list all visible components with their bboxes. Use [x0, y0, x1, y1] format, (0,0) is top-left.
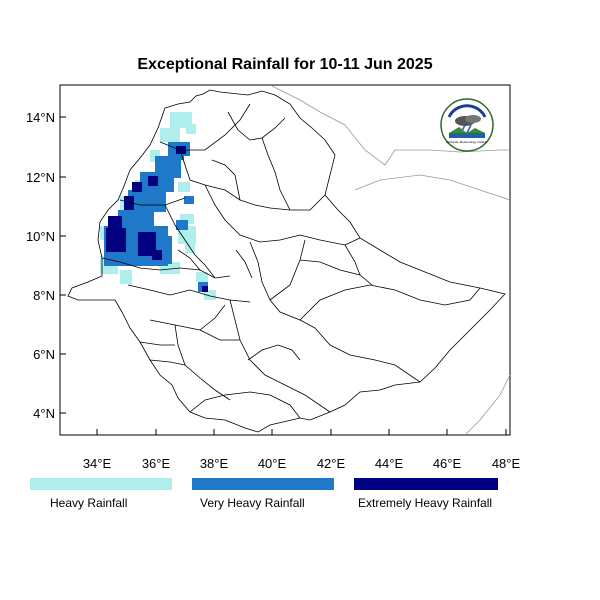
x-tick-label: 36°E — [142, 456, 171, 471]
legend-label-heavy: Heavy Rainfall — [50, 496, 128, 510]
x-tick-label: 38°E — [200, 456, 229, 471]
x-tick-label: 48°E — [492, 456, 521, 471]
x-tick-label: 34°E — [83, 456, 112, 471]
legend-swatch-extremely-heavy — [354, 478, 498, 490]
x-tick-label: 42°E — [317, 456, 346, 471]
legend-swatch-heavy — [30, 478, 172, 490]
neighbor-boundaries — [271, 85, 511, 436]
axis-ticks — [60, 116, 507, 435]
rainfall-overlay — [100, 112, 216, 300]
x-tick-label: 40°E — [258, 456, 287, 471]
legend-label-very-heavy: Very Heavy Rainfall — [200, 496, 305, 510]
country-boundaries — [67, 89, 506, 433]
x-tick-label: 46°E — [433, 456, 462, 471]
legend-swatch-very-heavy — [192, 478, 334, 490]
institute-logo: Ethiopian Meteorology Institute — [440, 98, 494, 152]
logo-text: Ethiopian Meteorology Institute — [446, 140, 488, 144]
y-tick-label: 8°N — [33, 288, 55, 303]
extremely-heavy-rainfall-cells — [106, 146, 208, 292]
x-axis-labels: 34°E 36°E 38°E 40°E 42°E 44°E 46°E 48°E — [83, 456, 521, 471]
y-axis-labels: 14°N 12°N 10°N 8°N 6°N 4°N — [26, 110, 55, 421]
legend-label-extremely-heavy: Extremely Heavy Rainfall — [358, 496, 493, 510]
map-title: Exceptional Rainfall for 10-11 Jun 2025 — [137, 56, 433, 73]
y-tick-label: 12°N — [26, 170, 55, 185]
map-frame — [59, 84, 511, 436]
y-tick-label: 4°N — [33, 406, 55, 421]
y-tick-label: 10°N — [26, 229, 55, 244]
country-outline — [67, 89, 506, 433]
y-tick-label: 14°N — [26, 110, 55, 125]
y-tick-label: 6°N — [33, 347, 55, 362]
x-tick-label: 44°E — [375, 456, 404, 471]
